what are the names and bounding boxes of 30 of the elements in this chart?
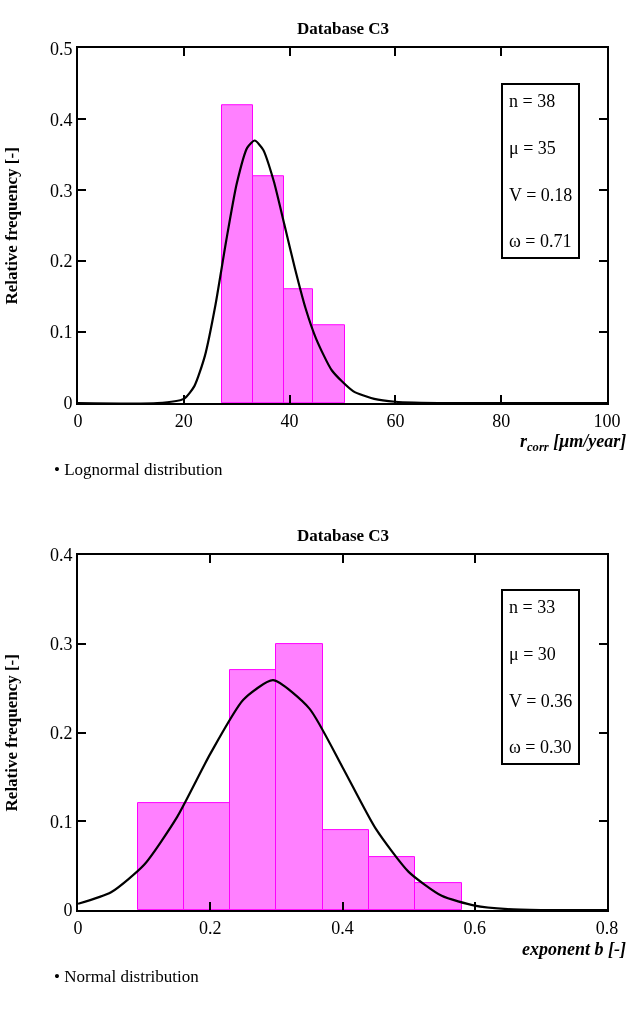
y-tick-label: 0.1	[49, 811, 73, 832]
text: • Normal distribution	[54, 967, 200, 986]
x-axis-title: exponent b [-]	[522, 939, 626, 959]
y-tick-label: 0.2	[49, 251, 73, 272]
text: n = 33 μ = 30 V = 0.36 ω = 0.30	[509, 597, 573, 758]
y-tick-label: 0.4	[49, 109, 73, 130]
x-tick-label: 0.8	[595, 917, 619, 938]
x-tick-label: 100	[593, 410, 621, 431]
y-tick-label: 0.3	[49, 180, 73, 201]
y-tick-label: 0.1	[49, 322, 73, 343]
y-tick-label: 0.5	[49, 38, 73, 59]
y-tick-label: 0	[63, 900, 73, 921]
y-axis-title: Relative frequency [-]	[2, 147, 22, 305]
y-tick-label: 0.3	[49, 634, 73, 655]
text: n = 38 μ = 35 V = 0.18 ω = 0.71	[509, 91, 573, 252]
x-tick-label: 0.2	[199, 917, 222, 938]
y-axis-title: Relative frequency [-]	[2, 654, 22, 812]
y-tick-label: 0	[63, 393, 73, 414]
x-tick-label: 80	[492, 410, 511, 431]
x-tick-label: 40	[280, 410, 299, 431]
x-tick-label: 60	[386, 410, 405, 431]
y-tick-label: 0.4	[49, 545, 73, 566]
chart-title: Database C3	[297, 526, 390, 545]
y-tick-label: 0.2	[49, 722, 73, 743]
x-axis-title: r$_{corr}$ [μm/year]	[520, 431, 627, 454]
x-tick-label: 0.4	[331, 917, 354, 938]
text: • Lognormal distribution	[54, 460, 223, 479]
x-tick-label: 0.6	[463, 917, 486, 938]
x-tick-label: 20	[174, 410, 193, 431]
chart-title: Database C3	[297, 19, 390, 38]
